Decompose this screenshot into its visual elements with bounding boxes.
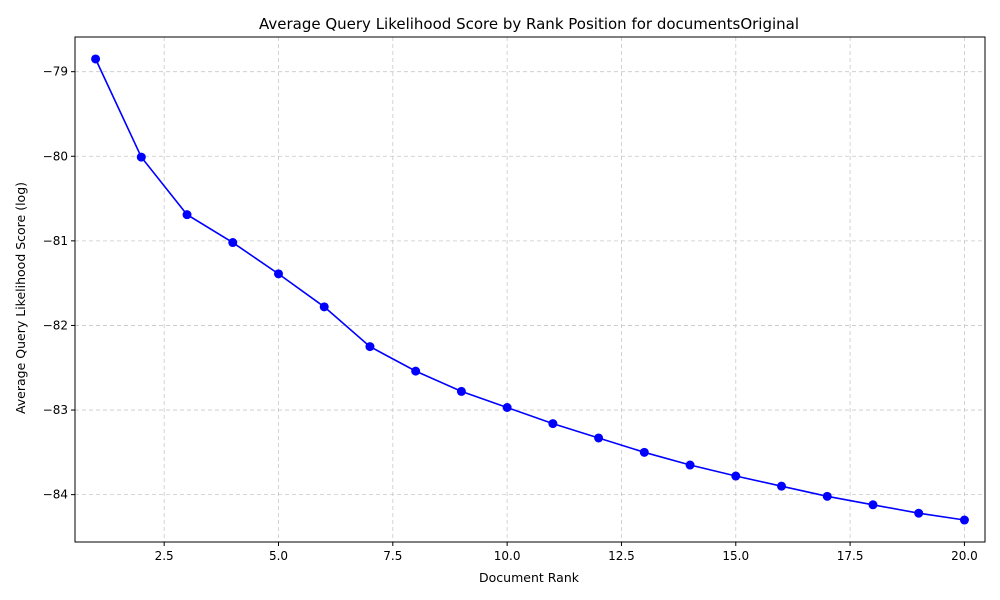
x-tick-label: 15.0 xyxy=(722,549,749,563)
data-point xyxy=(273,269,283,279)
data-point xyxy=(365,342,375,352)
data-point xyxy=(182,210,192,220)
data-point xyxy=(319,302,329,312)
data-point xyxy=(822,491,832,501)
data-point xyxy=(731,471,741,481)
y-axis-title: Average Query Likelihood Score (log) xyxy=(13,182,28,414)
data-point xyxy=(868,500,878,510)
data-point xyxy=(411,366,421,376)
y-tick-label: −84 xyxy=(43,488,68,502)
plot-area-frame xyxy=(74,36,986,543)
x-tick-label: 17.5 xyxy=(837,549,864,563)
data-point xyxy=(228,238,238,248)
data-point xyxy=(502,403,512,413)
x-tick-label: 2.5 xyxy=(155,549,174,563)
y-axis-ticks: −79 −80 −81 −82 −83 −84 xyxy=(43,65,75,502)
x-tick-label: 20.0 xyxy=(951,549,978,563)
series-line xyxy=(94,58,965,521)
data-point xyxy=(456,386,466,396)
y-tick-label: −80 xyxy=(43,149,68,163)
series-layer xyxy=(91,54,969,525)
x-axis-title: Document Rank xyxy=(479,570,580,585)
x-tick-label: 12.5 xyxy=(608,549,635,563)
data-point xyxy=(959,515,969,525)
data-point xyxy=(685,460,695,470)
x-tick-label: 5.0 xyxy=(269,549,288,563)
data-point xyxy=(914,508,924,518)
y-tick-label: −83 xyxy=(43,403,68,417)
data-point xyxy=(91,54,101,64)
y-tick-label: −82 xyxy=(43,318,68,332)
y-tick-label: −79 xyxy=(43,65,68,79)
data-point xyxy=(594,433,604,443)
chart-title: Average Query Likelihood Score by Rank P… xyxy=(259,15,799,33)
data-point xyxy=(136,152,146,162)
data-point xyxy=(639,447,649,457)
x-axis-ticks: 2.5 5.0 7.5 10.0 12.5 15.0 17.5 20.0 xyxy=(155,542,978,563)
gridlines xyxy=(75,37,985,542)
data-point xyxy=(548,419,558,429)
y-tick-label: −81 xyxy=(43,234,68,248)
x-tick-label: 7.5 xyxy=(383,549,402,563)
x-tick-label: 10.0 xyxy=(494,549,521,563)
data-point xyxy=(777,481,787,491)
